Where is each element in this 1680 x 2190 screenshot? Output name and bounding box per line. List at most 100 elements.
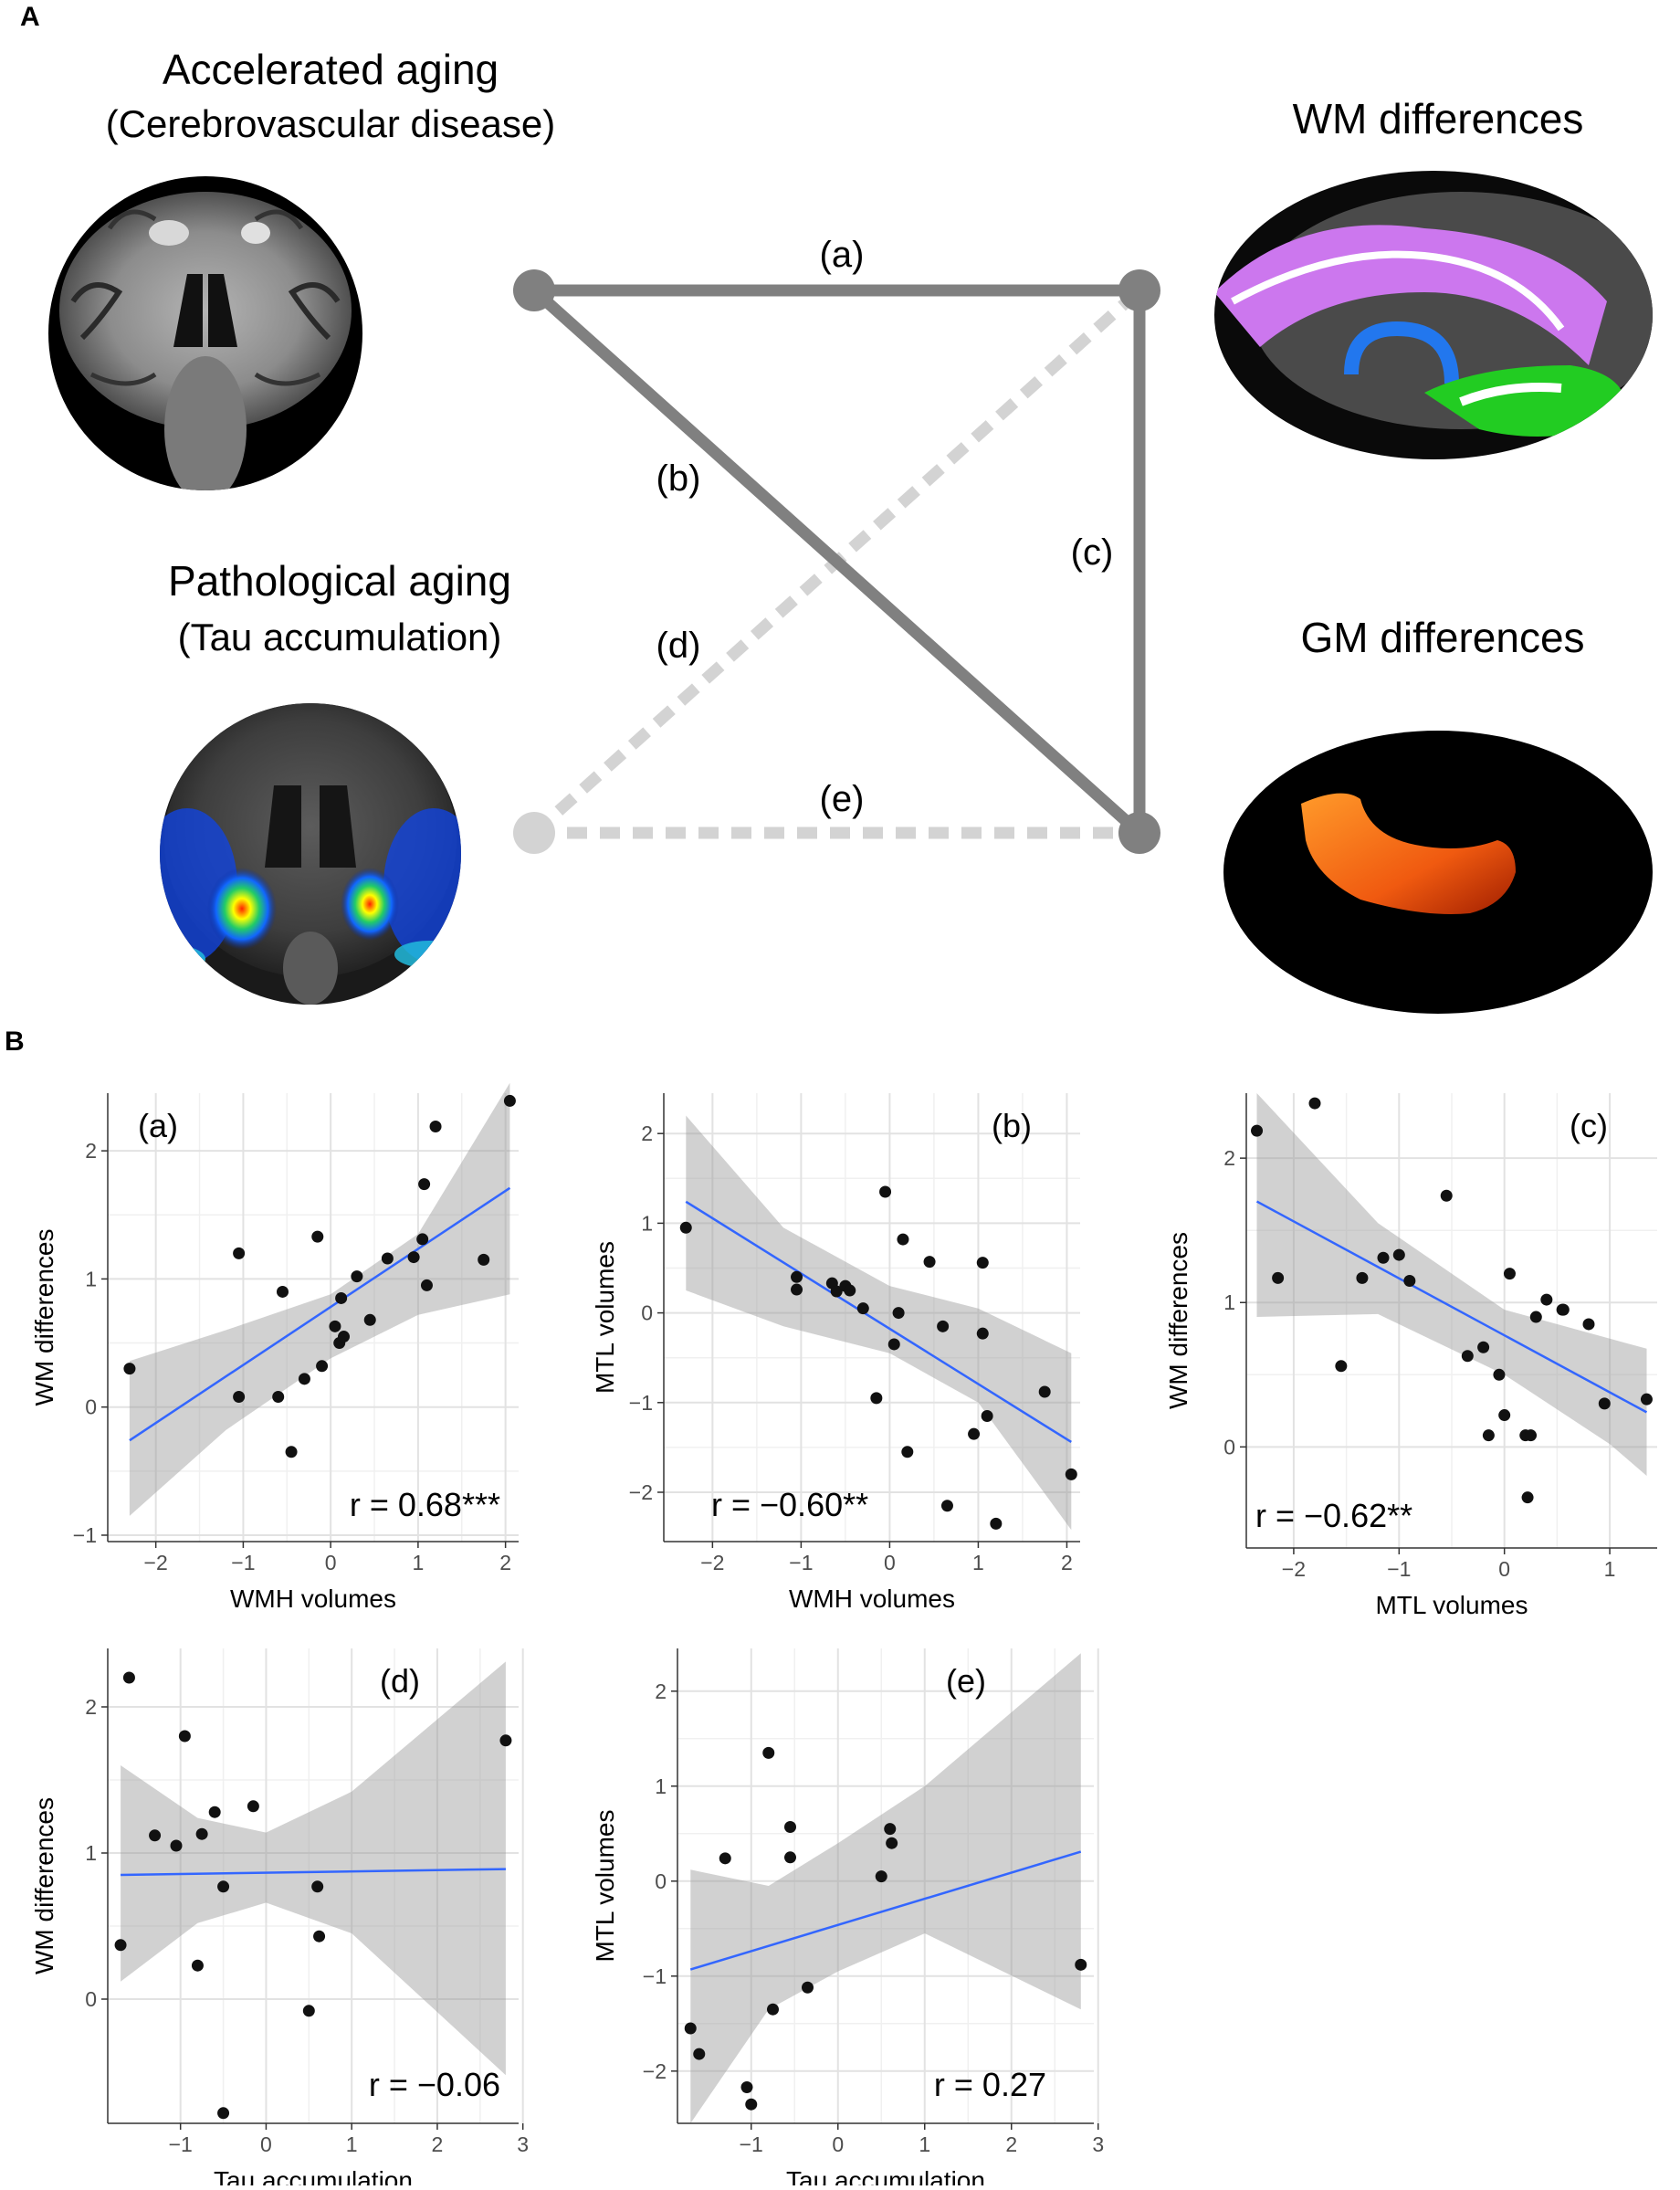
data-point: [1461, 1350, 1474, 1363]
wm-differences-title: WM differences: [1293, 95, 1584, 142]
y-tick-label: −2: [643, 2059, 667, 2083]
wm-tractography-image: [1214, 171, 1653, 459]
pathological-aging-title: Pathological aging: [168, 557, 511, 605]
node-gm: [1118, 812, 1160, 854]
data-point: [1392, 1248, 1405, 1261]
scatter-plot-e: −1 0 1 2 3 −2 −1 0 1 2 Tau accumulation MTL volumes…: [591, 1648, 1104, 2190]
edge-label-a: (a): [820, 235, 865, 275]
data-point: [122, 1671, 135, 1684]
data-point: [844, 1284, 856, 1297]
correlation-label: r = −0.06: [369, 2066, 500, 2103]
x-axis-title: WMH volumes: [230, 1585, 396, 1613]
x-tick-label: 3: [517, 2132, 529, 2156]
regression-line: [121, 1868, 506, 1877]
data-point: [784, 1851, 796, 1864]
data-point: [123, 1363, 136, 1375]
data-point: [684, 2022, 697, 2035]
data-point: [316, 1360, 329, 1373]
x-tick-label: 1: [919, 2132, 930, 2156]
x-tick-label: 3: [1092, 2132, 1104, 2156]
x-tick-label: 2: [499, 1551, 511, 1574]
x-tick-label: 0: [325, 1551, 337, 1574]
flair-brain-image: [48, 176, 362, 490]
y-axis-title: WM differences: [1164, 1232, 1192, 1409]
data-point: [1377, 1251, 1390, 1264]
y-tick-label: 0: [85, 1395, 97, 1419]
data-point: [767, 2003, 779, 2016]
y-tick-label: −1: [73, 1523, 97, 1547]
x-tick-label: −1: [231, 1551, 255, 1574]
data-point: [1493, 1368, 1506, 1381]
correlation-label: r = −0.62**: [1255, 1497, 1412, 1534]
correlation-label: r = 0.68***: [350, 1486, 500, 1523]
gm-differences-image: [1223, 731, 1653, 1014]
y-tick-label: −2: [629, 1480, 653, 1504]
data-point: [940, 1500, 953, 1512]
scatter-plot-a: −2 −1 0 1 2 −1 0 1 2 WMH volumes WM differences (a)…: [30, 1082, 519, 1613]
y-tick-label: 1: [655, 1774, 667, 1798]
y-axis-title: WM differences: [30, 1229, 58, 1406]
y-tick-label: 0: [1223, 1435, 1235, 1458]
data-point: [338, 1331, 351, 1343]
x-tick-label: 0: [1498, 1557, 1510, 1581]
data-point: [740, 2080, 753, 2093]
y-tick-label: 0: [655, 1869, 667, 1893]
y-axis-title: WM differences: [30, 1797, 58, 1974]
regression-line: [1255, 1200, 1648, 1414]
data-point: [1498, 1409, 1511, 1422]
scatter-plots: −2 −1 0 1 2 −1 0 1 2 WMH volumes WM differences (a)…: [30, 1082, 1657, 2190]
confidence-band: [129, 1082, 510, 1516]
regression-line: [689, 1850, 1082, 1971]
data-point: [195, 1827, 208, 1840]
data-point: [1529, 1311, 1542, 1323]
x-axis-title: MTL volumes: [1375, 1591, 1528, 1619]
data-point: [311, 1880, 324, 1893]
y-tick-label: −1: [629, 1391, 653, 1415]
y-tick-label: 1: [641, 1211, 653, 1235]
data-point: [499, 1734, 512, 1747]
scatter-plot-d: −1 0 1 2 3 0 1 2 Tau accumulation WM differences (…: [30, 1648, 529, 2190]
data-point: [1075, 1958, 1087, 1971]
edge-label-c: (c): [1071, 532, 1114, 573]
data-point: [285, 1446, 298, 1458]
correlation-label: r = 0.27: [934, 2066, 1046, 2103]
plot-area: [677, 1648, 1094, 2123]
y-axis-title: MTL volumes: [591, 1241, 619, 1394]
plot-tag: (b): [992, 1107, 1032, 1144]
x-tick-label: −2: [1282, 1557, 1306, 1581]
data-point: [1251, 1124, 1264, 1137]
y-tick-label: 2: [85, 1695, 97, 1719]
pathological-aging-subtitle: (Tau accumulation): [178, 616, 502, 658]
y-tick-label: 0: [85, 1987, 97, 2011]
association-network: (d) (e) (a) (b) (c): [513, 235, 1160, 854]
data-point: [937, 1320, 950, 1332]
data-point: [884, 1823, 897, 1836]
data-point: [1065, 1468, 1077, 1480]
data-point: [1308, 1097, 1321, 1110]
data-point: [791, 1270, 803, 1283]
data-point: [892, 1307, 905, 1320]
y-tick-label: 2: [655, 1679, 667, 1703]
data-point: [418, 1178, 431, 1191]
data-point: [990, 1517, 1003, 1530]
data-point: [313, 1930, 326, 1943]
data-point: [1598, 1397, 1611, 1410]
data-point: [208, 1806, 221, 1818]
panel-a-label: A: [20, 2, 40, 32]
x-tick-label: 1: [972, 1551, 984, 1574]
data-point: [830, 1285, 843, 1298]
regression-line: [129, 1186, 511, 1442]
node-wm: [1118, 269, 1160, 311]
data-point: [875, 1870, 887, 1883]
data-point: [886, 1837, 898, 1849]
x-tick-label: 0: [260, 2132, 272, 2156]
x-axis-title: WMH volumes: [789, 1585, 955, 1613]
node-path: [513, 812, 555, 854]
scatter-plot-c: −2 −1 0 1 0 1 2 MTL volumes WM differences (c) r =…: [1164, 1093, 1657, 1619]
confidence-band: [1256, 1093, 1647, 1476]
node-acc: [513, 269, 555, 311]
plot-tag: (e): [946, 1662, 986, 1700]
data-point: [784, 1821, 796, 1834]
y-tick-label: 1: [85, 1267, 97, 1290]
